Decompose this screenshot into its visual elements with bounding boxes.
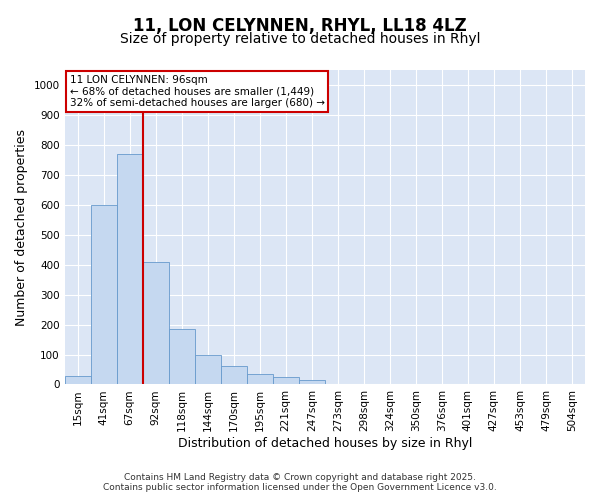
Bar [247,374,273,384]
Bar [194,354,221,384]
Text: 11 LON CELYNNEN: 96sqm
← 68% of detached houses are smaller (1,449)
32% of semi-: 11 LON CELYNNEN: 96sqm ← 68% of detached… [70,74,325,108]
Text: Contains HM Land Registry data © Crown copyright and database right 2025.
Contai: Contains HM Land Registry data © Crown c… [103,473,497,492]
Bar [91,205,116,384]
Bar [143,262,169,384]
Text: 11, LON CELYNNEN, RHYL, LL18 4LZ: 11, LON CELYNNEN, RHYL, LL18 4LZ [133,18,467,36]
Y-axis label: Number of detached properties: Number of detached properties [15,128,28,326]
Bar [169,329,194,384]
Text: Size of property relative to detached houses in Rhyl: Size of property relative to detached ho… [120,32,480,46]
Bar [65,376,91,384]
Bar [221,366,247,384]
X-axis label: Distribution of detached houses by size in Rhyl: Distribution of detached houses by size … [178,437,472,450]
Bar [299,380,325,384]
Bar [273,377,299,384]
Bar [116,154,143,384]
